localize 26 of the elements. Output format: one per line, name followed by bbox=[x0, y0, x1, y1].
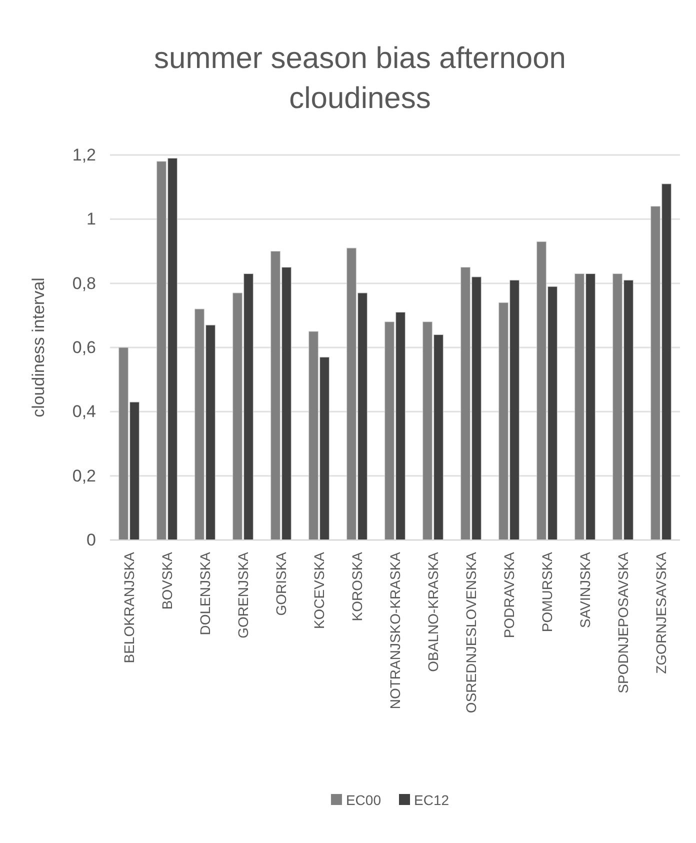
x-tick-label: SPODNJEPOSAVSKA bbox=[614, 551, 631, 694]
x-tick-label: KOROSKA bbox=[348, 551, 365, 622]
y-tick-label: 0,4 bbox=[72, 402, 96, 422]
x-tick-label: DOLENJSKA bbox=[196, 551, 213, 636]
x-tick-label: ZGORNJESAVSKA bbox=[652, 551, 669, 674]
y-tick-label: 0,2 bbox=[72, 466, 96, 486]
x-tick-label: OSREDNJESLOVENSKA bbox=[462, 551, 479, 714]
legend-label: EC12 bbox=[414, 792, 450, 808]
y-tick-label: 1 bbox=[86, 210, 96, 229]
y-tick-label: 0,8 bbox=[72, 274, 96, 293]
x-tick-label: NOTRANJSKO-KRASKA bbox=[386, 551, 403, 710]
x-tick-label: BOVSKA bbox=[158, 551, 175, 610]
x-tick-label: KOCEVSKA bbox=[310, 551, 327, 630]
y-axis-title: cloudiness interval bbox=[29, 278, 48, 418]
x-tick-label: GORENJSKA bbox=[234, 551, 251, 638]
y-tick-label: 0 bbox=[86, 530, 96, 550]
x-tick-label: POMURSKA bbox=[538, 551, 555, 632]
x-tick-label: SAVINJSKA bbox=[576, 551, 593, 628]
y-tick-label: 0,6 bbox=[72, 338, 96, 357]
x-tick-label: GORISKA bbox=[272, 551, 289, 616]
x-tick-label: BELOKRANJSKA bbox=[120, 551, 137, 664]
x-tick-label: PODRAVSKA bbox=[500, 551, 517, 638]
x-tick-label: OBALNO-KRASKA bbox=[424, 551, 441, 672]
chart-title: summer season bias afternoon cloudiness bbox=[154, 42, 566, 115]
y-tick-label: 1,2 bbox=[72, 145, 96, 164]
legend-label: EC00 bbox=[346, 792, 382, 808]
